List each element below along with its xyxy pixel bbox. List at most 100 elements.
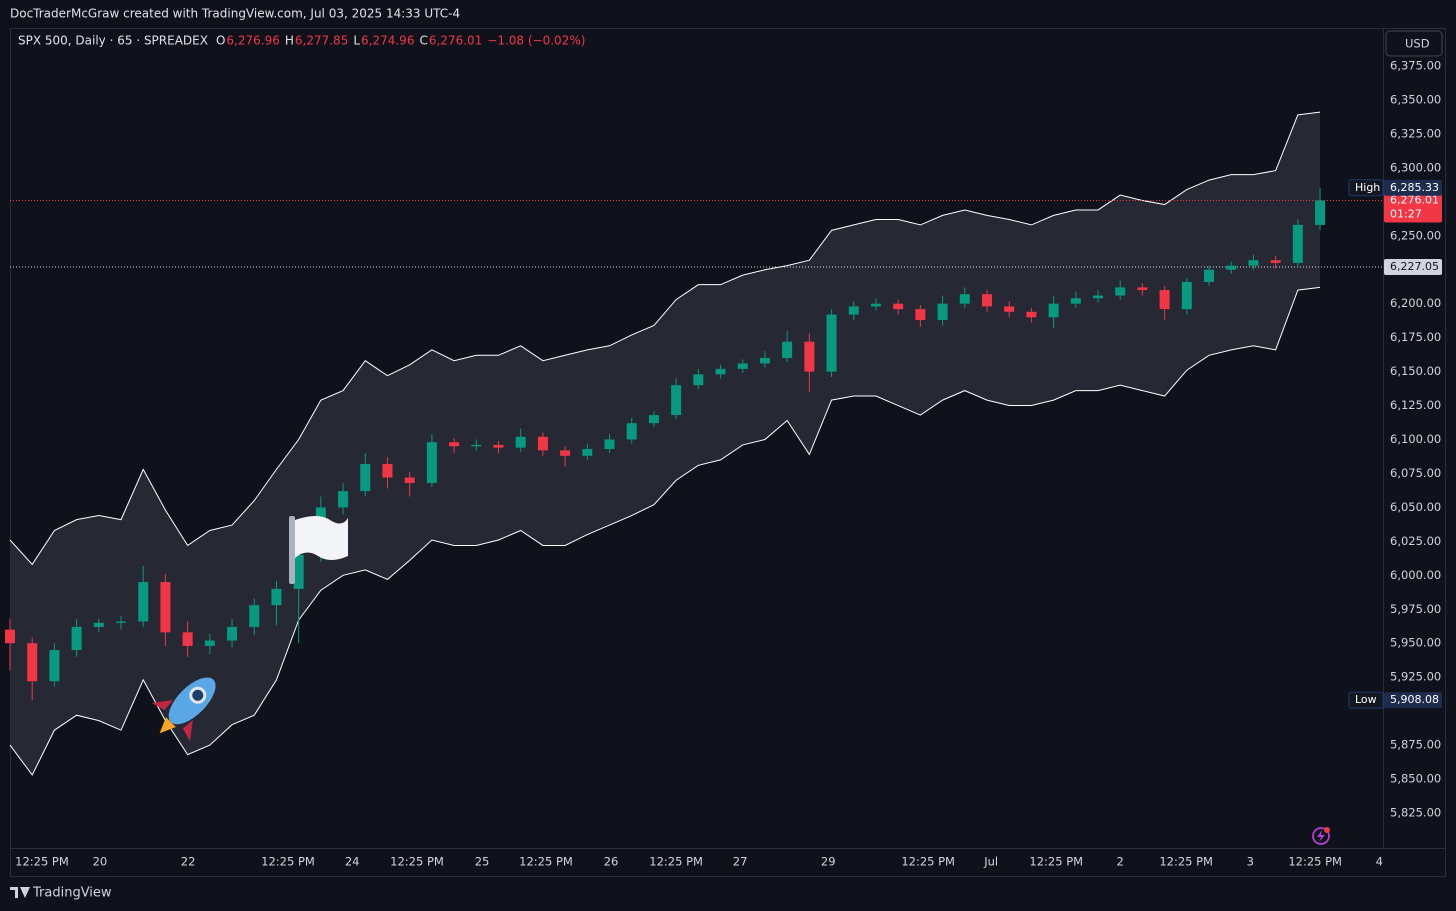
y-tick-label: 6,300.00: [1390, 160, 1441, 174]
extreme-tag: [1384, 179, 1442, 196]
ohlc-value: 6,277.85: [295, 34, 348, 48]
candle-body: [160, 582, 171, 633]
candle-body: [404, 477, 415, 483]
candle-body: [71, 626, 82, 651]
candle-body: [782, 341, 793, 359]
extreme-name-tag: [1348, 691, 1384, 709]
extreme-label: 5,908.08: [1390, 693, 1439, 706]
candle-body: [249, 605, 260, 627]
candle-body: [1137, 287, 1148, 291]
y-tick-label: 5,850.00: [1390, 772, 1441, 786]
ohlc-key: O: [216, 34, 225, 48]
band-line: [9, 286, 1321, 776]
alert-icon[interactable]: [1312, 827, 1330, 845]
y-tick-label: 6,075.00: [1390, 466, 1441, 480]
candle-body: [1270, 260, 1281, 263]
x-tick-label: 12:25 PM: [15, 855, 69, 869]
candle-body: [671, 385, 682, 416]
x-tick-label: 2: [1117, 855, 1124, 869]
y-tick-label: 6,150.00: [1390, 364, 1441, 378]
x-tick-label: 12:25 PM: [390, 855, 444, 869]
candle-body: [138, 582, 149, 622]
candle-body: [715, 368, 726, 375]
candle-body: [426, 442, 437, 483]
y-tick-label: 6,050.00: [1390, 500, 1441, 514]
candle-body: [1026, 311, 1037, 318]
currency-button[interactable]: [1385, 30, 1443, 57]
y-tick-label: 6,125.00: [1390, 398, 1441, 412]
symbol: SPX 500, Daily · 65 · SPREADEX: [18, 34, 208, 48]
extreme-label: 6,285.33: [1390, 181, 1439, 194]
ohlc-key: H: [285, 34, 294, 48]
y-tick-label: 5,825.00: [1390, 806, 1441, 820]
candle-body: [1115, 287, 1126, 296]
extreme-name: Low: [1355, 693, 1377, 706]
candle-body: [1181, 281, 1192, 310]
candle-body: [959, 294, 970, 304]
y-tick-label: 6,025.00: [1390, 534, 1441, 548]
y-tick-label: 5,950.00: [1390, 636, 1441, 650]
x-tick-label: 12:25 PM: [1029, 855, 1083, 869]
x-tick-label: 12:25 PM: [261, 855, 315, 869]
candle-body: [1315, 200, 1326, 225]
x-tick-label: 12:25 PM: [649, 855, 703, 869]
x-tick-label: 12:25 PM: [1159, 855, 1213, 869]
brand-logo: [10, 887, 30, 898]
candle-body: [915, 309, 926, 320]
candle-body: [981, 294, 992, 307]
x-tick-label: 22: [181, 855, 196, 869]
candle-body: [116, 621, 127, 623]
y-tick-label: 6,250.00: [1390, 228, 1441, 242]
ohlc-legend: O 6,276.96 H 6,277.85 L 6,274.96 C 6,276.01 −1.0…: [216, 34, 585, 48]
candle-body: [604, 439, 615, 450]
candle-body: [471, 444, 482, 447]
rocket-icon: [151, 677, 216, 742]
candle-body: [582, 449, 593, 456]
y-tick-label: 6,175.00: [1390, 330, 1441, 344]
candle-body: [493, 444, 504, 448]
countdown: 01:27: [1390, 207, 1422, 220]
y-tick-label: 6,375.00: [1390, 59, 1441, 73]
candle-body: [937, 303, 948, 320]
candle-body: [893, 303, 904, 310]
candle-body: [648, 415, 659, 424]
x-tick-label: 20: [93, 855, 108, 869]
currency[interactable]: USD: [1405, 37, 1430, 51]
price-tag-label: 6,227.05: [1390, 260, 1439, 273]
candle-body: [1292, 224, 1303, 263]
candle-body: [271, 588, 282, 606]
ohlc-value: 6,276.01: [429, 34, 482, 48]
candle-body: [693, 374, 704, 386]
candle-body: [93, 622, 104, 627]
candle-body: [1093, 295, 1104, 299]
candle-body: [537, 436, 548, 451]
x-tick-label: 12:25 PM: [1288, 855, 1342, 869]
candle-body: [737, 363, 748, 369]
x-tick-label: Jul: [983, 855, 998, 869]
candle-body: [1248, 260, 1259, 266]
ohlc-key: C: [419, 34, 427, 48]
x-tick-label: 3: [1247, 855, 1254, 869]
extreme-tag: [1384, 692, 1442, 709]
candle-body: [1159, 290, 1170, 310]
ohlc-value: 6,274.96: [361, 34, 414, 48]
candle-body: [560, 450, 571, 456]
candle-body: [49, 650, 60, 682]
candle-body: [515, 436, 526, 448]
change: −1.08 (−0.02%): [487, 34, 585, 48]
band-fill: [10, 112, 1321, 775]
candle-body: [1004, 306, 1015, 312]
y-tick-label: 5,925.00: [1390, 670, 1441, 684]
candle-body: [804, 341, 815, 372]
brand: TradingView: [32, 886, 112, 901]
candle-body: [338, 491, 349, 508]
y-tick-label: 5,875.00: [1390, 738, 1441, 752]
price-tag: [1384, 258, 1442, 275]
price-tag: [1384, 192, 1442, 223]
x-tick-label: 26: [604, 855, 619, 869]
x-tick-label: 24: [345, 855, 360, 869]
candle-body: [1070, 298, 1081, 304]
x-tick-label: 27: [733, 855, 748, 869]
